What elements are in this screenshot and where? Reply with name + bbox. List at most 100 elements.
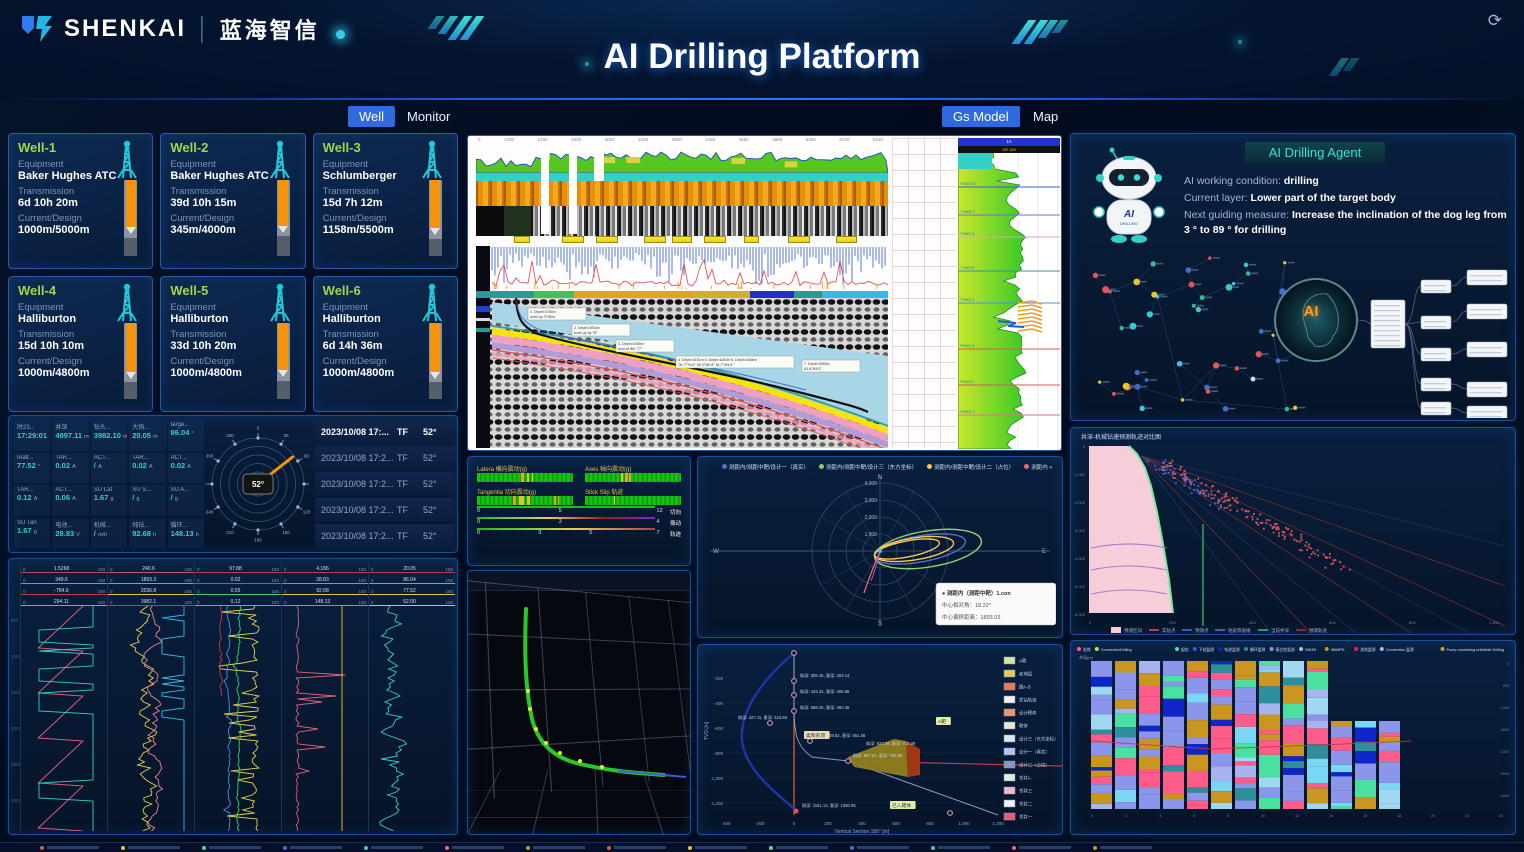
svg-text:中心相对角：18.22°: 中心相对角：18.22° xyxy=(942,601,991,609)
drill-progress-bar xyxy=(124,323,138,399)
tab-map[interactable]: Map xyxy=(1022,106,1069,127)
graph-node xyxy=(1134,370,1140,376)
segment xyxy=(694,291,750,298)
svg-text:3. Depth:4055m: 3. Depth:4055m xyxy=(618,342,644,346)
toolface-row[interactable]: 2023/10/08 17:... TF 52° xyxy=(315,420,455,444)
well-name: Well-3 xyxy=(322,140,361,155)
log-track-header: 0 0.05 150 xyxy=(195,584,281,595)
scale-min: 0 xyxy=(23,567,26,572)
toolface-row[interactable]: 2023/10/08 17:2... TF 52° xyxy=(315,446,455,470)
geo-tick: 5350 xyxy=(805,137,816,142)
stat-value: 0.02 A xyxy=(170,460,191,470)
svg-text:-5,000: -5,000 xyxy=(1074,584,1086,589)
scale-min: 0 xyxy=(371,589,374,594)
tab-gs-model[interactable]: Gs Model xyxy=(942,106,1020,127)
svg-text:-3,000: -3,000 xyxy=(1074,528,1086,533)
gauge-stripe xyxy=(625,473,629,482)
current-design-label: Current/Design xyxy=(322,213,387,224)
ticker-item xyxy=(40,845,99,850)
wells-grid: Well-1 Equipment Baker Hughes ATC Transmiss… xyxy=(8,133,458,412)
well-card-well-6[interactable]: Well-6 Equipment Halliburton Transmission 6d… xyxy=(312,276,458,412)
stat-value: 1.67 g xyxy=(17,525,37,535)
gauge-bar xyxy=(477,496,573,505)
graph-node xyxy=(1133,278,1141,286)
gauge-stripe xyxy=(526,473,529,482)
scale-max: 150 xyxy=(445,589,453,594)
toolface-row[interactable]: 2023/10/08 17:2... TF 52° xyxy=(315,472,455,496)
graph-card xyxy=(1466,381,1508,398)
depth-tick: 3000 xyxy=(11,798,22,803)
graph-node xyxy=(1231,281,1236,286)
svg-text:-400: -400 xyxy=(714,701,724,706)
gamma-log-curve: F3W8-57 T3W8-4 T3W8-3 T2W8-5 T2W8-3 F2W8-3 F2W… xyxy=(957,152,1060,450)
toolface-row[interactable]: 2023/10/08 17:2... TF 52° xyxy=(315,524,455,548)
tab-monitor[interactable]: Monitor xyxy=(396,106,461,127)
scale-min: 0 xyxy=(197,600,200,605)
stat-cell: ACT... 0.02 A xyxy=(167,452,204,483)
graph-node xyxy=(1146,311,1154,318)
ai-agent-title: AI Drilling Agent xyxy=(1245,142,1385,163)
svg-text:-400: -400 xyxy=(721,821,731,826)
vsec-chip xyxy=(936,717,951,725)
graph-card xyxy=(1466,341,1508,358)
well-card-well-2[interactable]: Well-2 Equipment Baker Hughes ATC Transmiss… xyxy=(160,133,306,269)
depth-tick: 1000 xyxy=(11,654,22,659)
gauge-cell: Latera 横向震动(g) xyxy=(477,464,573,482)
tab-well[interactable]: Well xyxy=(348,106,396,127)
scale-max: 150 xyxy=(97,567,105,572)
progress-base xyxy=(124,382,138,399)
gauge-stripe xyxy=(513,496,517,505)
page-title: AI Drilling Platform xyxy=(603,37,921,77)
well-card-well-5[interactable]: Well-5 Equipment Halliburton Transmission 33… xyxy=(160,276,306,412)
well-card-well-4[interactable]: Well-4 Equipment Halliburton Transmission 15… xyxy=(8,276,154,412)
vsec-legend-swatch xyxy=(1003,669,1016,678)
svg-text:400: 400 xyxy=(1249,620,1256,625)
vsec-legend-swatch xyxy=(1003,695,1016,704)
well-card-well-3[interactable]: Well-3 Equipment Schlumberger Transmission 1… xyxy=(312,133,458,269)
vsec-xlabel: Vertical Section 180° [m] xyxy=(835,829,890,834)
equipment-value: Halliburton xyxy=(322,313,381,325)
top-header: SHENKAI │ 蓝海智信 AI Drilling Platform ⟳ xyxy=(0,0,1524,100)
graph-node xyxy=(1293,405,1298,410)
svg-text:1,000: 1,000 xyxy=(958,821,970,826)
glow-dot xyxy=(1238,40,1242,44)
trajectory-annotation xyxy=(615,339,675,353)
stat-cell: targe... 86.04 ° xyxy=(167,420,204,451)
scale-min: 0 xyxy=(284,600,287,605)
vsec-legend-label: 设计一（真实） xyxy=(1019,749,1050,756)
svg-text:E: E xyxy=(1042,549,1046,555)
svg-text:600: 600 xyxy=(892,821,900,826)
scale-tick: 0 xyxy=(477,530,481,536)
refresh-icon[interactable]: ⟳ xyxy=(1482,10,1508,32)
svg-text:30: 30 xyxy=(283,433,289,438)
vsec-legend-label: 实钻轨迹 xyxy=(1019,697,1037,704)
svg-text:800: 800 xyxy=(1409,620,1416,625)
ticker-item xyxy=(850,845,909,850)
svg-text:7. Depth:4555m: 7. Depth:4555m xyxy=(804,362,830,366)
ticker-item xyxy=(1093,845,1152,850)
scale-min: 0 xyxy=(284,578,287,583)
current-design-label: Current/Design xyxy=(170,213,235,224)
glow-dot xyxy=(336,30,345,39)
log-curves xyxy=(379,605,408,832)
casing-chip xyxy=(514,236,531,243)
stat-label: TAR... xyxy=(17,487,34,493)
compass-dial: 030609012015018021024027030033052° xyxy=(198,426,317,543)
graph-node xyxy=(1176,360,1183,367)
lithology-area-chart xyxy=(476,146,888,181)
current-design-label: Current/Design xyxy=(18,213,82,224)
well-card-well-1[interactable]: Well-1 Equipment Baker Hughes ATC Transmiss… xyxy=(8,133,154,269)
vsec-legend-swatch xyxy=(1003,708,1016,717)
gauge-stripe xyxy=(521,473,525,482)
scale-max: 150 xyxy=(184,600,192,605)
vsec-chip xyxy=(890,801,916,809)
graph-node xyxy=(1283,261,1287,265)
toolface-row[interactable]: 2023/10/08 17:2... TF 52° xyxy=(315,498,455,522)
geo-tick: 6150 xyxy=(872,137,883,142)
svg-text:83.8°/84.5°: 83.8°/84.5° xyxy=(804,367,822,371)
casing-chips-row xyxy=(476,236,888,245)
scale-tick: 0 xyxy=(477,519,481,525)
log-track-5: 0 20.05 150 0 86.04 150 0 77.52 150 0 52.00 150 xyxy=(368,562,455,832)
trajectory-annotation xyxy=(527,307,587,321)
